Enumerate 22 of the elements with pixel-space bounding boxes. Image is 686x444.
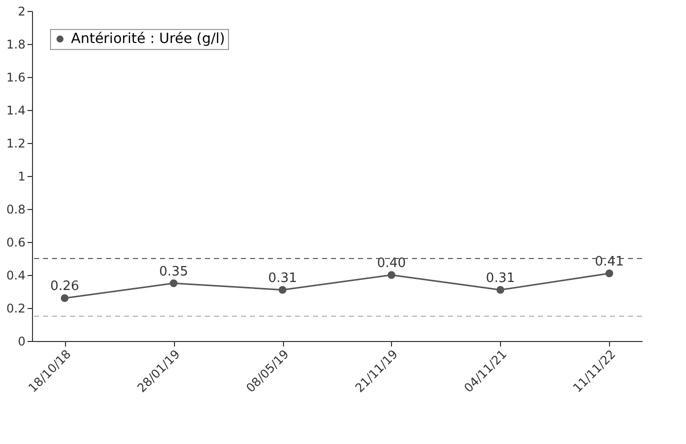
y-tick-label: 0.6	[6, 236, 26, 250]
y-tick-label: 0.2	[6, 302, 26, 316]
point	[170, 279, 178, 288]
data-label: 0.31	[486, 270, 515, 286]
y-tick-label: 1.6	[6, 70, 26, 84]
y-tick-label: 0.4	[6, 268, 26, 282]
y-tick-label: 0	[18, 334, 26, 348]
legend-label: Antériorité : Urée (g/l)	[71, 31, 225, 47]
data-label: 0.35	[159, 264, 188, 280]
point	[605, 269, 614, 278]
y-tick-label: 1.8	[6, 38, 26, 52]
point	[496, 286, 504, 294]
y-tick-label: 1.2	[6, 136, 26, 150]
y-tick-label: 1	[18, 170, 26, 184]
data-label: 0.31	[268, 270, 298, 286]
data-label: 0.26	[50, 279, 80, 294]
y-tick-label: 2	[18, 4, 26, 18]
y-tick-label: 0.8	[6, 202, 26, 216]
point	[388, 271, 396, 279]
point	[278, 286, 286, 294]
point	[60, 294, 69, 302]
y-tick-label: 1.4	[6, 104, 26, 118]
